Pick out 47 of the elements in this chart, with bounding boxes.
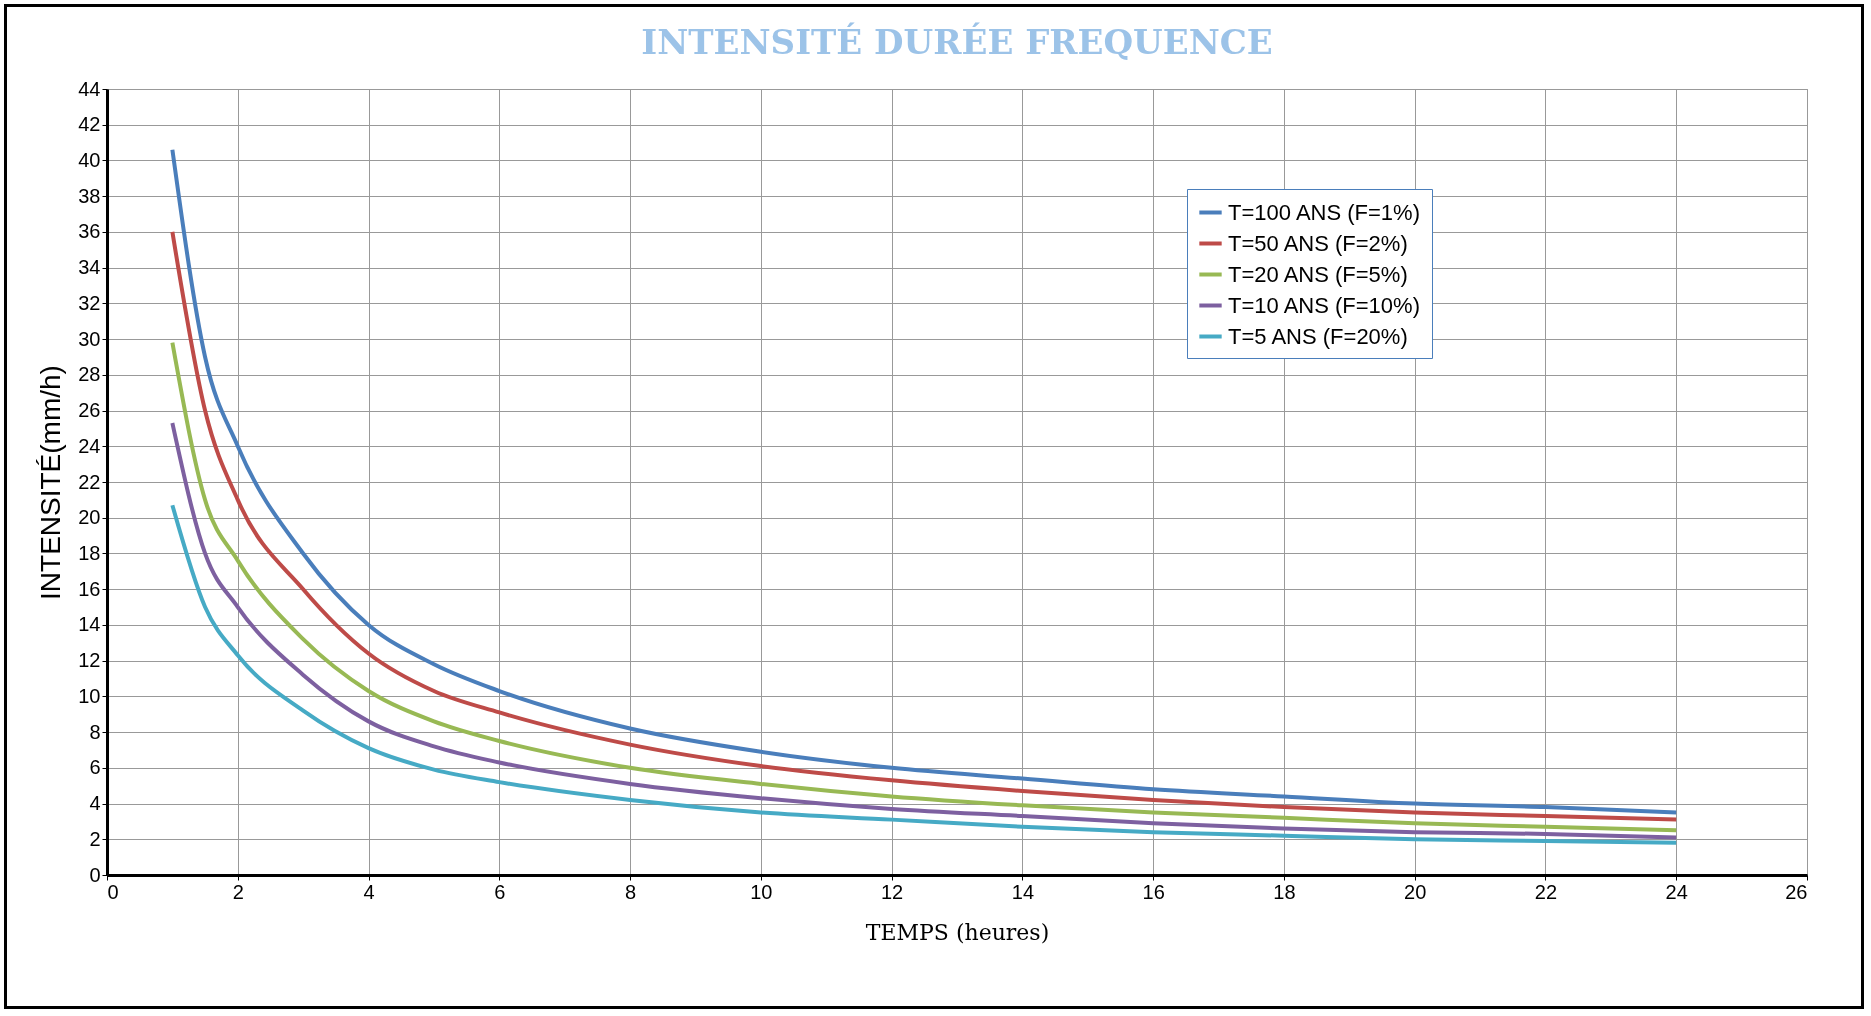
y-tick-label: 40 bbox=[78, 148, 101, 171]
line-series bbox=[170, 503, 1679, 845]
y-tick-label: 4 bbox=[89, 792, 101, 815]
y-tick-label: 28 bbox=[78, 363, 101, 386]
x-tick-label: 26 bbox=[1785, 880, 1808, 903]
y-tick-label: 16 bbox=[78, 577, 101, 600]
y-tick-label: 42 bbox=[78, 113, 101, 136]
x-axis-title: TEMPS (heures) bbox=[865, 919, 1050, 945]
x-tick-label: 16 bbox=[1142, 880, 1165, 903]
legend-label: T=5 ANS (F=20%) bbox=[1228, 323, 1408, 349]
x-tick-label: 8 bbox=[625, 880, 637, 903]
y-tick-label: 6 bbox=[89, 756, 101, 779]
y-tick-label: 32 bbox=[78, 291, 101, 314]
x-tick-label: 22 bbox=[1534, 880, 1558, 903]
x-tick-label: 24 bbox=[1665, 880, 1688, 903]
legend-label: T=10 ANS (F=10%) bbox=[1228, 292, 1420, 318]
chart-title: INTENSITÉ DURÉE FREQUENCE bbox=[641, 22, 1273, 62]
x-tick-label: 10 bbox=[750, 880, 773, 903]
legend-label: T=100 ANS (F=1%) bbox=[1228, 199, 1420, 225]
x-tick-label: 0 bbox=[107, 880, 119, 903]
y-tick-label: 10 bbox=[78, 684, 101, 707]
y-tick-label: 30 bbox=[78, 327, 101, 350]
y-tick-label: 0 bbox=[89, 863, 101, 886]
x-tick-label: 6 bbox=[494, 880, 506, 903]
x-tick-label: 2 bbox=[232, 880, 244, 903]
y-tick-label: 12 bbox=[78, 649, 101, 672]
y-tick-label: 18 bbox=[78, 541, 101, 564]
y-tick-label: 38 bbox=[78, 184, 101, 207]
y-tick-label: 22 bbox=[78, 470, 101, 493]
y-tick-label: 26 bbox=[78, 399, 101, 422]
line-series bbox=[170, 421, 1679, 840]
x-tick-label: 20 bbox=[1404, 880, 1427, 903]
y-tick-label: 36 bbox=[78, 220, 101, 243]
y-tick-label: 2 bbox=[89, 827, 101, 850]
x-tick-label: 12 bbox=[880, 880, 904, 903]
legend-label: T=20 ANS (F=5%) bbox=[1228, 261, 1408, 287]
y-tick-label: 14 bbox=[78, 613, 101, 636]
legend-label: T=50 ANS (F=2%) bbox=[1228, 230, 1408, 256]
y-tick-label: 8 bbox=[89, 720, 101, 743]
x-tick-label: 14 bbox=[1011, 880, 1035, 903]
y-axis-title: INTENSITÉ(mm/h) bbox=[35, 365, 67, 600]
x-tick-label: 18 bbox=[1273, 880, 1296, 903]
y-tick-label: 24 bbox=[78, 434, 101, 457]
y-tick-label: 44 bbox=[78, 77, 101, 100]
x-tick-label: 4 bbox=[363, 880, 375, 903]
y-tick-label: 34 bbox=[78, 256, 101, 279]
y-tick-label: 20 bbox=[78, 506, 101, 529]
